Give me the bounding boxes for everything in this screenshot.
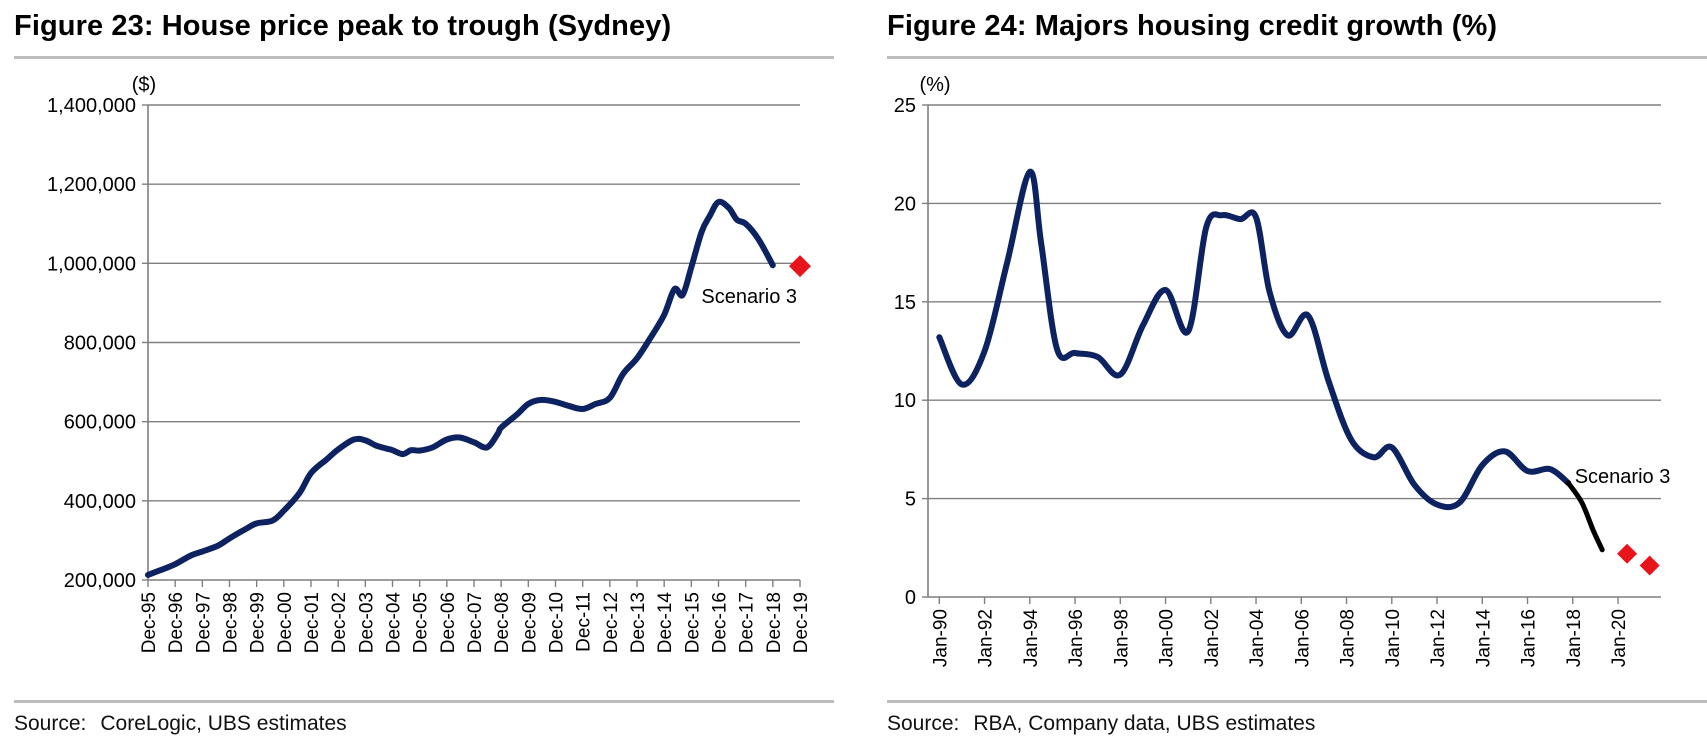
x-tick-label: Dec-16 [710, 592, 731, 653]
x-tick-labels: Jan-90 Jan-92 Jan-94 Jan-96 Jan-98 Jan-00 Jan-… [930, 609, 1630, 668]
y-tick-label: 20 [894, 193, 916, 215]
x-tick-label: Jan-08 [1338, 609, 1359, 667]
y-tick-labels: 0 5 10 15 20 25 [894, 95, 916, 609]
x-tick-label: Dec-09 [519, 592, 540, 653]
source-label: Source: [14, 712, 87, 735]
figure-23-title: Figure 23: House price peak to trough (S… [14, 10, 672, 42]
x-tick-label: Jan-12 [1428, 609, 1449, 667]
y-tick-label: 200,000 [64, 570, 136, 592]
x-tick-label: Jan-14 [1473, 609, 1494, 668]
x-tick-label: Jan-90 [930, 609, 951, 667]
source-label: Source: [887, 712, 960, 735]
y-tick-label: 1,400,000 [47, 95, 136, 117]
x-tick-label: Jan-20 [1609, 609, 1630, 667]
x-tick-label: Dec-17 [737, 592, 758, 653]
scenario-3-annotation: Scenario 3 [701, 286, 797, 308]
x-tick-label: Dec-18 [764, 592, 785, 653]
x-tick-label: Dec-11 [574, 592, 595, 652]
x-tick-label: Dec-06 [438, 592, 459, 653]
x-tick-label: Dec-12 [601, 592, 622, 653]
y-tick-label: 1,200,000 [47, 174, 136, 196]
house-price-chart: 200,000 400,000 600,000 800,000 1,000,000 1,2… [47, 74, 812, 654]
y-tick-label: 25 [894, 95, 916, 117]
y-tick-label: 400,000 [64, 491, 136, 513]
x-tick-label: Dec-08 [492, 592, 513, 653]
y-tick-label: 5 [905, 489, 916, 511]
figure-23-panel: Figure 23: House price peak to trough (S… [0, 0, 840, 748]
x-tick-label: Jan-04 [1247, 609, 1268, 668]
title-rule [14, 56, 834, 59]
x-tick-label: Dec-97 [193, 592, 214, 653]
source-rule [887, 700, 1707, 703]
title-rule [887, 56, 1707, 59]
x-tick-label: Jan-94 [1021, 609, 1042, 668]
y-tick-label: 1,000,000 [47, 253, 136, 275]
source-note: Source: RBA, Company data, UBS estimates [887, 712, 1315, 736]
figure-24-panel: Figure 24: Majors housing credit growth … [873, 0, 1707, 748]
x-tick-label: Jan-18 [1564, 609, 1585, 667]
x-tick-label: Dec-01 [302, 592, 323, 653]
y-tick-label: 15 [894, 292, 916, 314]
x-tick-label: Jan-00 [1157, 609, 1178, 667]
axes [922, 104, 1661, 604]
scenario-point [789, 255, 811, 278]
y-tick-label: 0 [905, 587, 916, 609]
x-tick-label: Dec-95 [139, 592, 160, 653]
axes [142, 104, 801, 587]
x-tick-label: Dec-14 [655, 592, 676, 654]
y-axis-unit-label: (%) [919, 74, 950, 96]
x-tick-label: Dec-07 [465, 592, 486, 653]
scenario-markers [789, 255, 811, 278]
x-tick-label: Dec-03 [356, 592, 377, 653]
x-tick-label: Jan-16 [1519, 609, 1540, 667]
x-tick-label: Dec-98 [221, 592, 242, 653]
x-tick-label: Jan-98 [1111, 609, 1132, 667]
gridlines [928, 104, 1661, 500]
x-tick-label: Jan-92 [976, 609, 997, 667]
x-tick-label: Jan-06 [1292, 609, 1313, 667]
house-price-line [145, 198, 776, 578]
figure-24-title: Figure 24: Majors housing credit growth … [887, 10, 1498, 42]
x-tick-label: Dec-04 [384, 592, 405, 654]
x-tick-label: Dec-19 [791, 592, 812, 653]
x-tick-labels: Dec-95 Dec-96 Dec-97 Dec-98 Dec-99 Dec-00 Dec-… [139, 592, 812, 654]
x-tick-label: Jan-10 [1383, 609, 1404, 667]
credit-growth-line [936, 168, 1572, 511]
source-note: Source: CoreLogic, UBS estimates [14, 712, 347, 736]
x-tick-label: Dec-96 [166, 592, 187, 653]
x-tick-label: Jan-96 [1066, 609, 1087, 667]
scenario-markers [1617, 543, 1660, 576]
x-tick-label: Dec-13 [628, 592, 649, 653]
scenario-point [1639, 555, 1660, 576]
y-tick-label: 600,000 [64, 412, 136, 434]
y-axis-unit-label: ($) [132, 74, 156, 96]
source-rule [14, 700, 834, 703]
y-tick-label: 800,000 [64, 333, 136, 355]
scenario-3-line [1565, 480, 1605, 553]
scenario-point [1617, 543, 1638, 564]
scenario-3-annotation: Scenario 3 [1575, 466, 1671, 488]
source-text: RBA, Company data, UBS estimates [973, 712, 1316, 735]
x-tick-label: Dec-00 [275, 592, 296, 653]
x-tick-label: Dec-99 [248, 592, 269, 653]
gridlines [148, 104, 800, 502]
x-tick-label: Jan-02 [1202, 609, 1223, 667]
x-tick-label: Dec-15 [682, 592, 703, 653]
source-text: CoreLogic, UBS estimates [100, 712, 347, 735]
x-tick-label: Dec-05 [411, 592, 432, 653]
x-tick-label: Dec-10 [547, 592, 568, 653]
y-tick-labels: 200,000 400,000 600,000 800,000 1,000,000 1,2… [47, 95, 136, 592]
x-tick-label: Dec-02 [329, 592, 350, 653]
y-tick-label: 10 [894, 390, 916, 412]
